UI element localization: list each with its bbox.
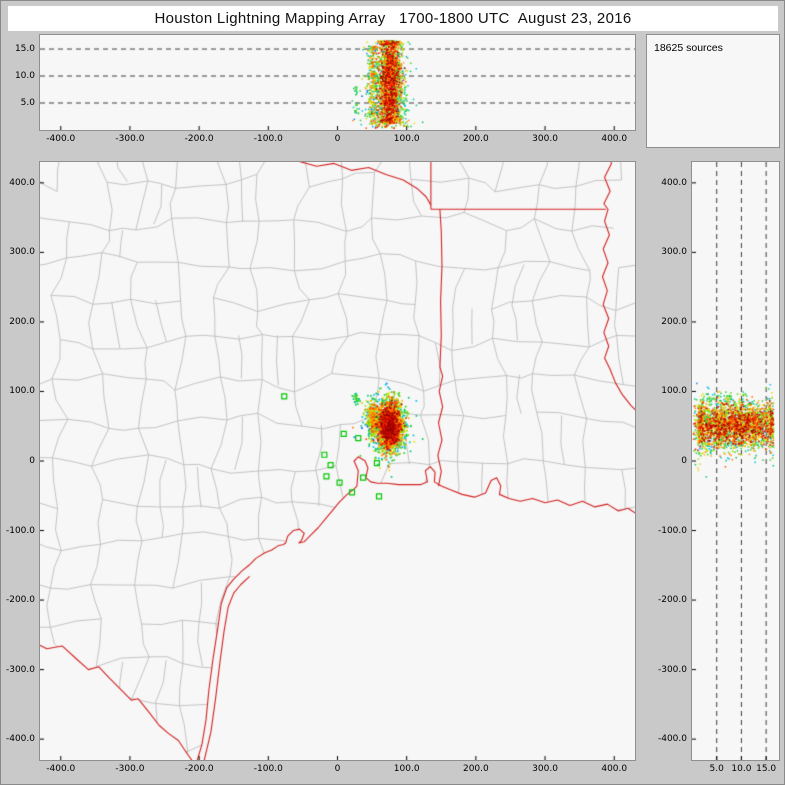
topplot-x-tick-label: -200.0 [184, 134, 214, 144]
map-x-tick-label: 300.0 [532, 764, 558, 774]
page-title: Houston Lightning Mapping Array 1700-180… [8, 6, 778, 31]
topplot-alt-tick-label: 5.0 [20, 98, 35, 108]
topplot-x-tick-label: 200.0 [462, 134, 489, 144]
rightplot-y-tick-label: -100.0 [657, 525, 687, 536]
rightplot-y-tick-label: -300.0 [657, 664, 687, 675]
alt-vs-ns-plot[interactable] [692, 162, 779, 760]
map-x-tick-label: -200.0 [184, 764, 214, 774]
topplot-x-tick-label: 0 [334, 134, 341, 144]
plan-view-map-panel [39, 161, 636, 761]
map-y-tick-label: -100.0 [5, 525, 35, 536]
rightplot-y-tick-label: 300.0 [661, 247, 687, 258]
rightplot-y-tick-label: -200.0 [657, 595, 687, 606]
alt-vs-ew-plot[interactable] [40, 35, 635, 130]
map-x-tick-label: 100.0 [393, 764, 420, 774]
topplot-alt-tick-label: 15.0 [14, 44, 35, 55]
topplot-x-tick-label: -100.0 [253, 134, 283, 144]
rightplot-y-tick-label: 0 [681, 456, 687, 466]
plan-view-map-plot[interactable] [40, 162, 635, 760]
map-y-tick-label: 400.0 [9, 177, 35, 188]
topplot-alt-tick-label: 10.0 [14, 71, 35, 82]
map-y-tick-label: -300.0 [5, 664, 35, 675]
rightplot-y-tick-label: 200.0 [661, 316, 687, 327]
source-count-label: 18625 sources [654, 42, 723, 54]
rightplot-alt-tick-label: 10.0 [731, 764, 752, 774]
rightplot-alt-tick-label: 5.0 [709, 764, 724, 774]
map-x-tick-label: -400.0 [46, 764, 76, 774]
rightplot-y-tick-label: 100.0 [661, 386, 687, 397]
source-count-panel: 18625 sources [646, 34, 780, 148]
map-y-tick-label: -400.0 [5, 734, 35, 745]
topplot-x-tick-label: -300.0 [115, 134, 145, 144]
topplot-x-tick-label: 400.0 [601, 134, 628, 144]
topplot-x-tick-label: 100.0 [393, 134, 420, 144]
map-x-tick-label: -100.0 [253, 764, 283, 774]
map-x-tick-label: 0 [334, 764, 341, 774]
rightplot-alt-tick-label: 15.0 [756, 764, 777, 774]
map-x-tick-label: -300.0 [115, 764, 145, 774]
map-y-tick-label: -200.0 [5, 595, 35, 606]
map-x-tick-label: 200.0 [462, 764, 489, 774]
topplot-x-tick-label: -400.0 [46, 134, 76, 144]
rightplot-y-tick-label: -400.0 [657, 734, 687, 745]
topplot-x-tick-label: 300.0 [532, 134, 558, 144]
alt-vs-ns-panel [691, 161, 780, 761]
map-y-tick-label: 100.0 [9, 386, 35, 397]
map-y-tick-label: 200.0 [9, 316, 35, 327]
map-x-tick-label: 400.0 [601, 764, 628, 774]
map-y-tick-label: 300.0 [9, 247, 35, 258]
map-y-tick-label: 0 [29, 456, 35, 466]
alt-vs-ew-panel [39, 34, 636, 131]
rightplot-y-tick-label: 400.0 [661, 177, 687, 188]
